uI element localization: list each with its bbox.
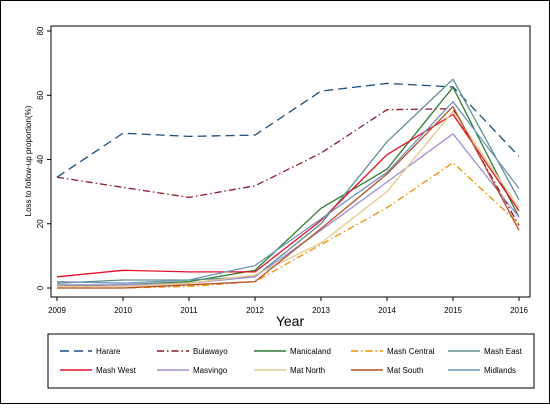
y-tick-label: 60	[36, 90, 45, 99]
y-axis: 0 20 40 60 80	[36, 26, 51, 290]
x-tick-label: 2009	[48, 306, 66, 315]
y-tick-label: 20	[36, 219, 45, 228]
x-axis-label: Year	[276, 313, 305, 329]
legend-label-mat-north: Mat North	[290, 366, 325, 375]
legend-label-midlands: Midlands	[484, 366, 516, 375]
y-tick-label: 0	[36, 285, 45, 290]
series-line-midlands	[56, 101, 520, 284]
legend-label-mash-east: Mash East	[484, 347, 523, 356]
legend-label-masvingo: Masvingo	[193, 366, 228, 375]
legend-label-manicaland: Manicaland	[290, 347, 331, 356]
y-tick-label: 80	[36, 26, 45, 35]
x-tick-label: 2015	[444, 306, 462, 315]
series-line-mash-west	[56, 113, 520, 278]
legend-label-mat-south: Mat South	[387, 366, 423, 375]
series-line-harare	[56, 82, 520, 178]
x-tick-label: 2010	[114, 306, 132, 315]
series-lines	[56, 78, 520, 289]
series-line-mat-north	[57, 110, 520, 288]
y-axis-label: Loss to follow-up proportion(%)	[24, 105, 33, 216]
plot-area	[50, 25, 531, 298]
legend-label-bulawayo: Bulawayo	[193, 347, 228, 356]
y-tick-label: 40	[36, 155, 45, 164]
legend-label-mash-west: Mash West	[96, 366, 137, 375]
series-line-bulawayo	[56, 108, 520, 226]
x-axis: 2009 2010 2011 2012 2013 2014 2015 2016	[48, 297, 528, 315]
legend-box	[47, 333, 535, 389]
x-tick-label: 2016	[510, 306, 528, 315]
x-tick-label: 2014	[378, 306, 396, 315]
x-tick-label: 2011	[180, 306, 198, 315]
series-line-masvingo	[57, 133, 520, 286]
series-line-mat-south	[57, 105, 520, 289]
legend: Harare Bulawayo Manicaland Mash Central Mash…	[47, 333, 535, 389]
x-tick-label: 2012	[246, 306, 264, 315]
x-tick-label: 2013	[312, 306, 330, 315]
legend-label-mash-central: Mash Central	[387, 347, 435, 356]
legend-label-harare: Harare	[96, 347, 121, 356]
series-line-mash-east	[56, 78, 520, 284]
